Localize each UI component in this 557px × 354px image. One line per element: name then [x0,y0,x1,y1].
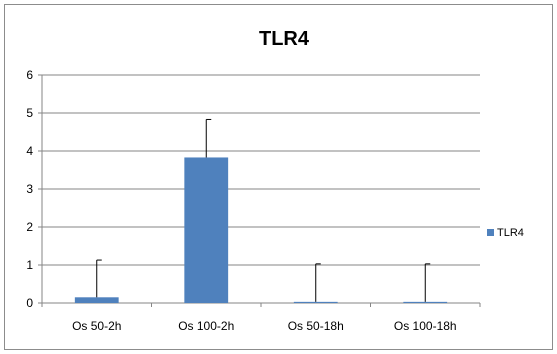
axes [38,74,481,307]
y-tick-label: 6 [26,68,33,82]
bar [74,297,119,303]
gridlines [42,74,480,266]
x-tick-label: Os 100-18h [394,319,457,333]
x-tick-labels: Os 50-2h Os 100-2h Os 50-18h Os 100-18h [72,319,457,333]
x-tick-label: Os 100-2h [178,319,234,333]
y-tick-labels: 0 1 2 3 4 5 6 [26,68,33,310]
chart-title: TLR4 [259,28,310,50]
y-tick-label: 3 [26,182,33,196]
legend: TLR4 [487,227,524,239]
error-bars [96,118,431,302]
y-tick-label: 0 [26,296,33,310]
bars [74,157,448,303]
x-tick-label: Os 50-18h [288,319,344,333]
chart-frame [4,4,553,350]
bar [403,301,448,303]
legend-swatch [487,229,494,236]
bar [293,301,338,303]
y-tick-label: 4 [26,144,33,158]
bar [184,157,229,303]
y-tick-label: 2 [26,220,33,234]
y-tick-label: 5 [26,106,33,120]
y-tick-label: 1 [26,258,33,272]
legend-label: TLR4 [497,227,524,239]
x-tick-label: Os 50-2h [72,319,121,333]
